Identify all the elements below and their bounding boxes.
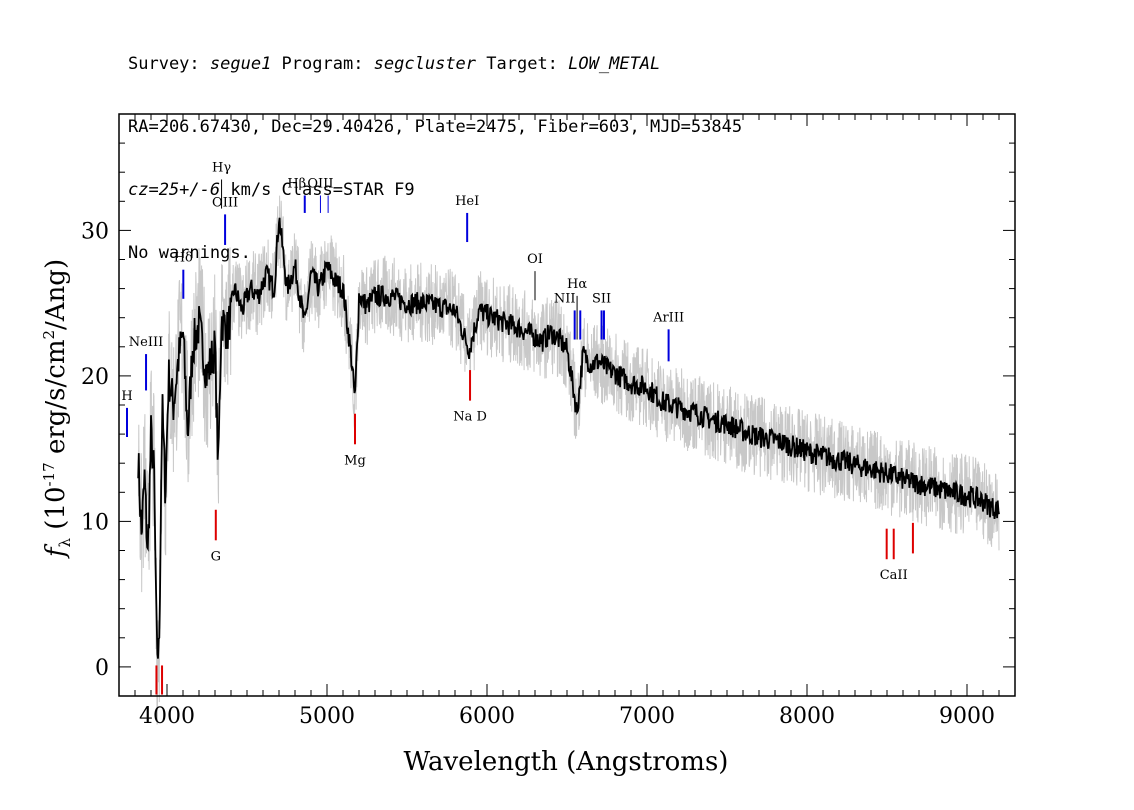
line-label-sii-6716: SII	[592, 291, 611, 306]
line-label-caii-8542: CaII	[880, 568, 908, 583]
y-axis-title-lambda: λ	[56, 537, 74, 547]
line-label-ariii: ArIII	[652, 310, 684, 325]
x-axis-title: Wavelength (Angstroms)	[404, 747, 729, 777]
y-axis-title-close: /Ang)	[41, 259, 71, 330]
header-line-warnings: No warnings.	[128, 243, 251, 263]
line-label-mg: Mg	[344, 453, 366, 468]
header-line-survey: Survey: segue1 Program: segcluster Targe…	[128, 54, 742, 75]
raw-flux-layer	[137, 195, 1000, 725]
y-axis-title-open: (10	[41, 486, 71, 538]
target-value: LOW_METAL	[568, 54, 661, 74]
line-label-halpha: Hα	[567, 277, 587, 292]
program-label: Program:	[271, 54, 374, 74]
x-axis-ticks: 4000 5000 6000 7000 8000 9000	[118, 114, 1016, 729]
y-tick-label: 10	[81, 510, 109, 535]
line-label-nad: Na D	[453, 410, 487, 425]
x-tick-label: 9000	[939, 704, 995, 729]
x-tick-label: 8000	[779, 704, 835, 729]
y-axis-ticks: 0 10 20 30	[81, 113, 1015, 697]
x-tick-label: 7000	[619, 704, 675, 729]
y-axis-title-exp2: 2	[40, 330, 58, 340]
line-label-oiii-4959: OIII	[307, 176, 333, 191]
x-tick-label: 4000	[139, 704, 195, 729]
x-tick-label: 5000	[299, 704, 355, 729]
redshift-value: cz=25+/-6	[128, 180, 221, 200]
y-tick-label: 30	[81, 219, 109, 244]
raw-flux-line	[137, 195, 1000, 725]
line-label-hdelta: Hδ	[174, 251, 193, 266]
line-label-neiii: NeIII	[129, 335, 163, 350]
y-tick-label: 20	[81, 365, 109, 390]
line-label-hei: HeI	[455, 194, 479, 209]
smoothed-flux-layer	[137, 217, 1000, 659]
y-axis-title-mid: erg/s/cm	[41, 340, 71, 463]
smoothed-flux-line	[137, 217, 1000, 659]
class-value: km/s Class=STAR F9	[220, 180, 415, 200]
program-value: segcluster	[373, 54, 477, 74]
line-label-g: G	[211, 549, 221, 564]
line-label-hgamma: Hγ	[212, 160, 231, 175]
y-tick-label: 0	[95, 656, 109, 681]
y-axis-title: fλ (10-17 erg/s/cm2/Ang)	[40, 259, 74, 559]
header-line-coordinates: RA=206.67430, Dec=29.40426, Plate=2475, …	[128, 117, 743, 137]
line-label-hi: H	[121, 389, 132, 404]
line-label-oiii-4363: OIII	[212, 195, 238, 210]
target-label: Target:	[476, 54, 569, 74]
line-label-hbeta: Hβ	[287, 176, 306, 191]
line-label-oi: OI	[527, 252, 543, 267]
spectrum-header: Survey: segue1 Program: segcluster Targe…	[128, 12, 742, 285]
plot-frame	[118, 113, 1016, 697]
y-axis-title-exp1: -17	[40, 462, 58, 486]
header-line-redshift: cz=25+/-6 km/s Class=STAR F9	[128, 180, 742, 201]
x-tick-label: 6000	[459, 704, 515, 729]
survey-value: segue1	[209, 54, 272, 74]
line-label-nii-6548: NII	[554, 291, 576, 306]
survey-label: Survey:	[128, 54, 210, 74]
